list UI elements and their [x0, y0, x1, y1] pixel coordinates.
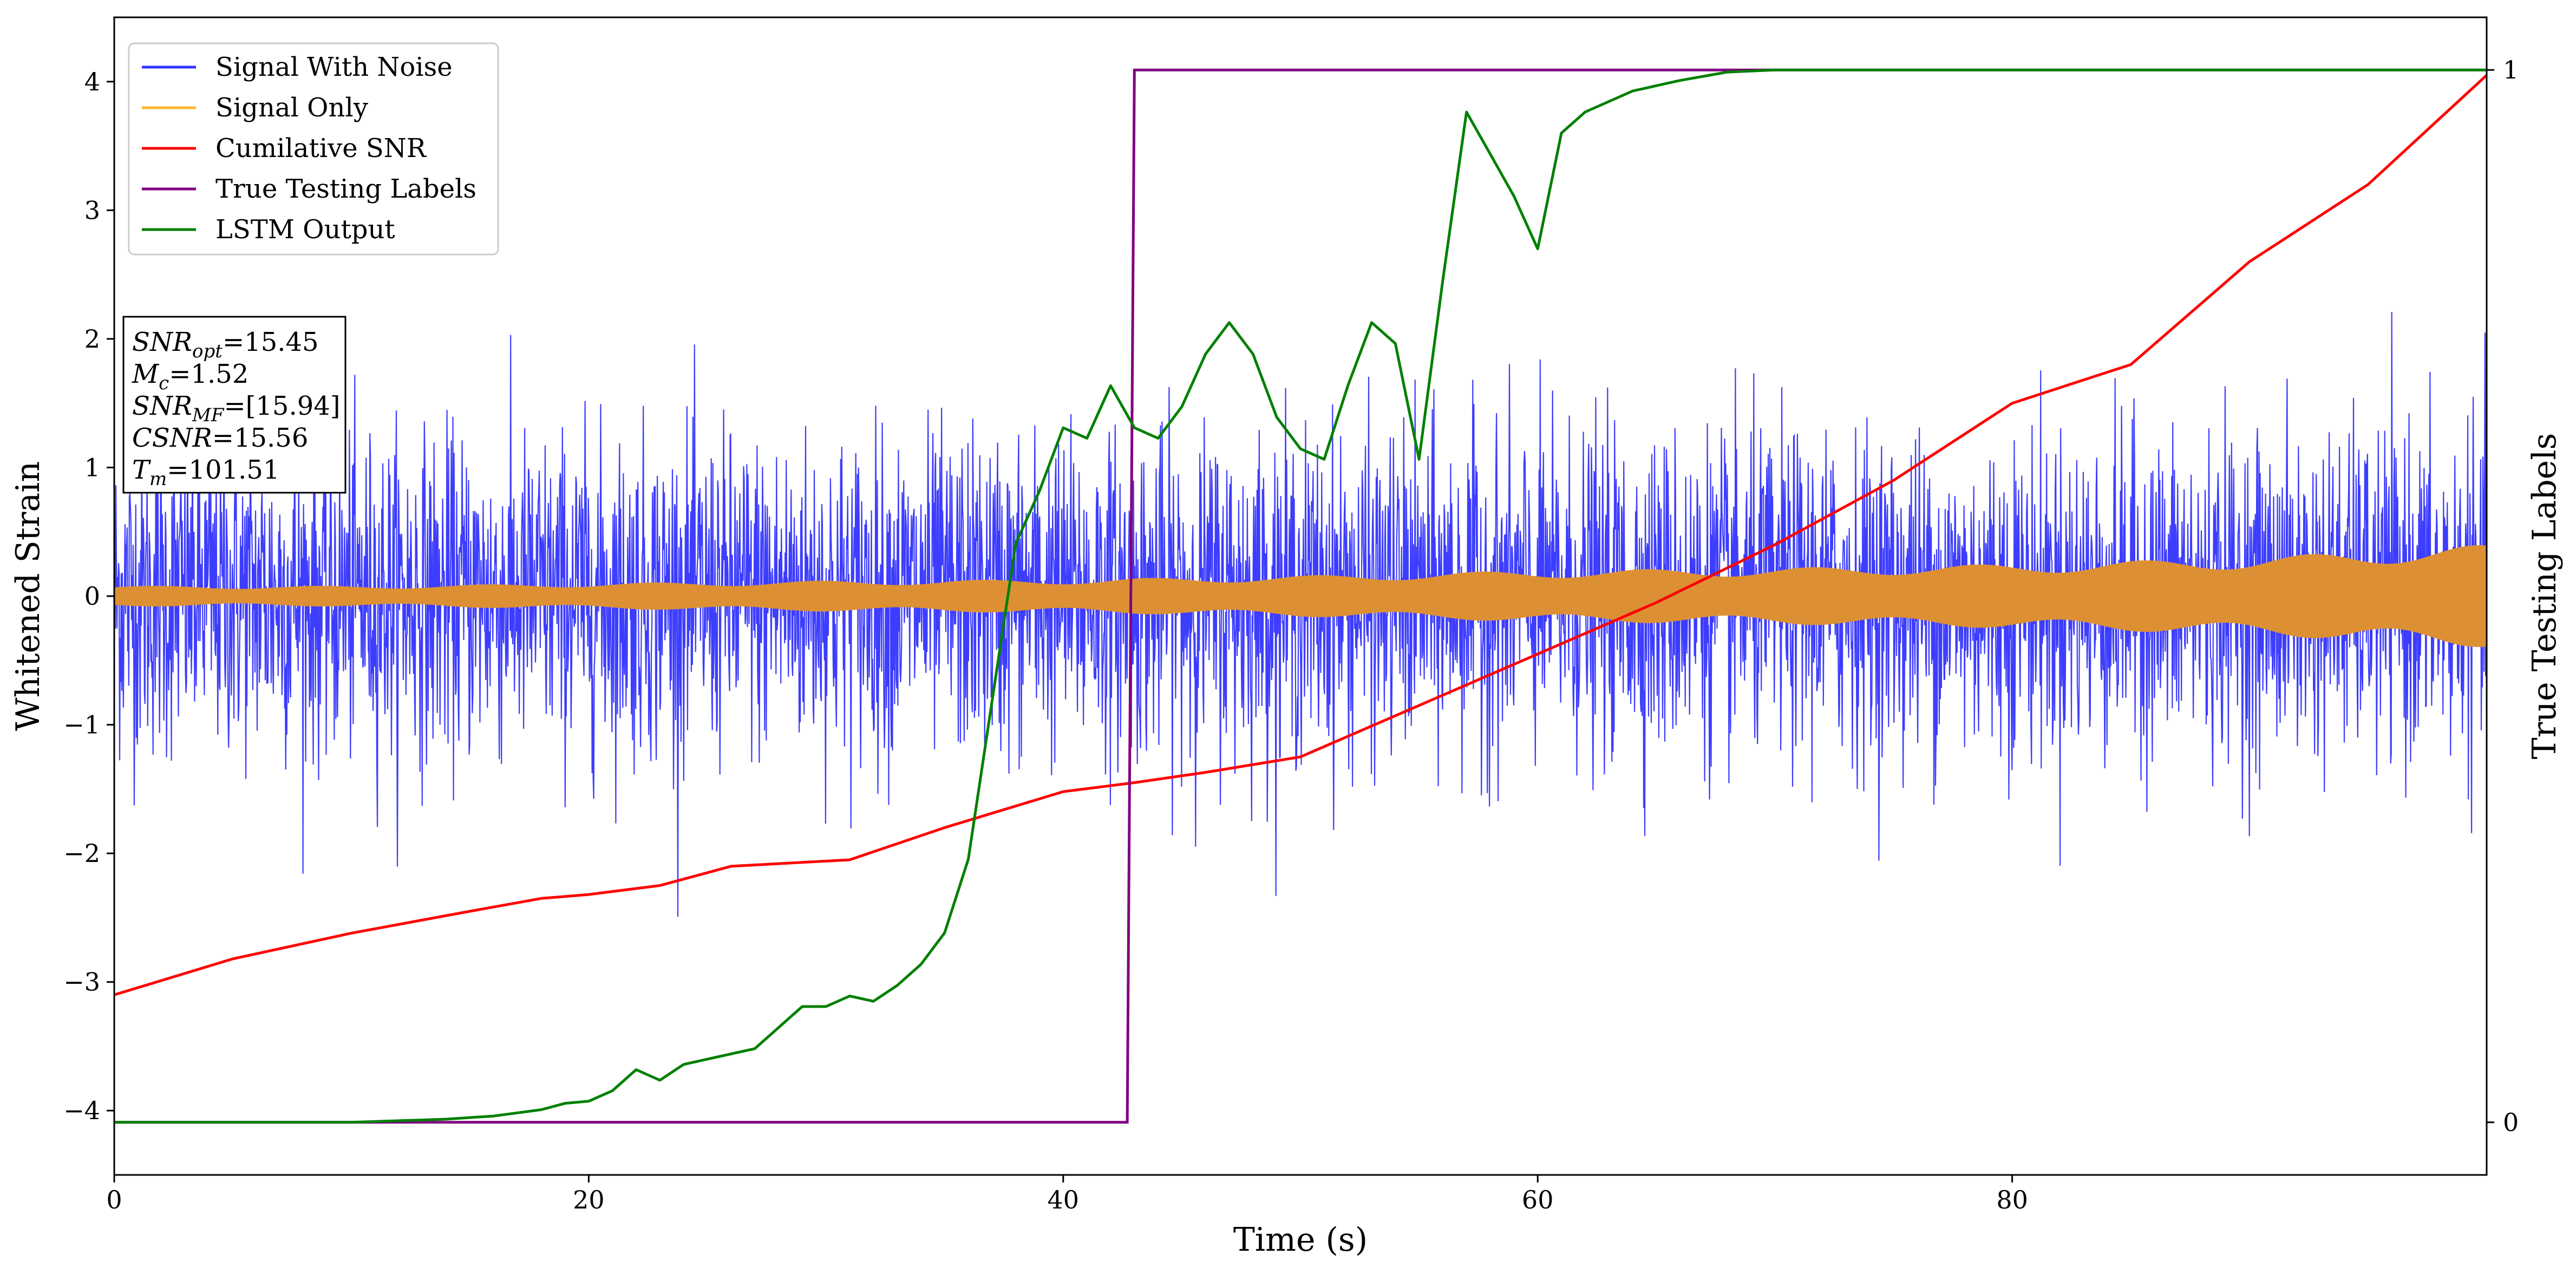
x-axis-title: Time (s) [1233, 1221, 1368, 1259]
y-tick-label: 2 [84, 324, 100, 354]
y2-tick-label: 1 [2503, 55, 2519, 84]
y-tick-label: −2 [63, 839, 100, 868]
info-symbol: M [132, 359, 160, 389]
y2-tick-label: 0 [2503, 1108, 2519, 1137]
info-subscript: m [149, 468, 167, 490]
cumilative-snr-line [114, 74, 2487, 996]
y-tick-label: −1 [63, 710, 100, 740]
legend: Signal With Noise Signal Only Cumilative S… [128, 42, 499, 256]
y-tick-label: 4 [84, 67, 100, 96]
info-symbol: SNR [132, 391, 192, 421]
info-box-frame [122, 316, 346, 494]
info-line: SNRMF=[15.94] [132, 391, 341, 426]
y-tick-label: −3 [63, 968, 100, 997]
series-signal-only [114, 545, 2487, 648]
y-tick-label: 0 [84, 582, 100, 611]
info-symbol: T [132, 455, 151, 485]
x-tick-label: 80 [1996, 1185, 2028, 1214]
y-tick-label: 3 [84, 195, 100, 225]
x-axis: 0 20 40 60 80 [106, 1175, 2028, 1214]
signal-only-line [114, 545, 2487, 648]
info-subscript: opt [192, 341, 223, 362]
x-tick-label: 20 [573, 1185, 605, 1214]
info-line: CSNR=15.56 [132, 423, 308, 453]
legend-box [128, 42, 499, 256]
y-axis-title: Whitened Strain [9, 461, 47, 731]
legend-item: Cumilative SNR [142, 133, 427, 164]
y-tick-label: 1 [84, 453, 100, 482]
y-axis-left: −4 −3 −2 −1 0 1 2 3 4 [63, 67, 114, 1125]
legend-item: Signal With Noise [142, 52, 453, 82]
lstm-output-line [114, 68, 2487, 1124]
legend-item: Signal Only [142, 93, 368, 123]
x-tick-label: 0 [106, 1185, 122, 1214]
series-cumilative-snr [114, 74, 2487, 996]
legend-item: True Testing Labels [142, 174, 476, 204]
legend-label: True Testing Labels [215, 174, 476, 204]
legend-label: Cumilative SNR [215, 133, 427, 164]
info-symbol: CSNR [132, 423, 212, 453]
x-tick-label: 40 [1048, 1185, 1080, 1214]
y2-axis-title: True Testing Labels [2526, 433, 2564, 760]
legend-label: LSTM Output [215, 214, 395, 245]
info-subscript: c [159, 373, 169, 394]
series-lstm-output [114, 68, 2487, 1124]
x-tick-label: 60 [1522, 1185, 1554, 1214]
info-value: =15.45 [223, 327, 319, 357]
legend-item: LSTM Output [142, 214, 395, 245]
info-subscript: MF [192, 404, 225, 426]
info-line: Tm=101.51 [132, 455, 279, 490]
y-tick-label: −4 [63, 1096, 100, 1125]
y-axis-right: 01 [2487, 55, 2519, 1137]
legend-label: Signal Only [215, 93, 368, 123]
info-symbol: SNR [132, 327, 192, 357]
info-line: Mc=1.52 [132, 359, 249, 394]
legend-label: Signal With Noise [215, 52, 453, 82]
info-line: SNRopt=15.45 [132, 327, 319, 362]
info-value: =1.52 [169, 359, 249, 389]
info-value: =[15.94] [224, 391, 340, 421]
info-box: SNRopt=15.45Mc=1.52SNRMF=[15.94]CSNR=15.… [122, 316, 346, 494]
info-value: =15.56 [212, 423, 309, 453]
info-value: =101.51 [167, 455, 279, 485]
